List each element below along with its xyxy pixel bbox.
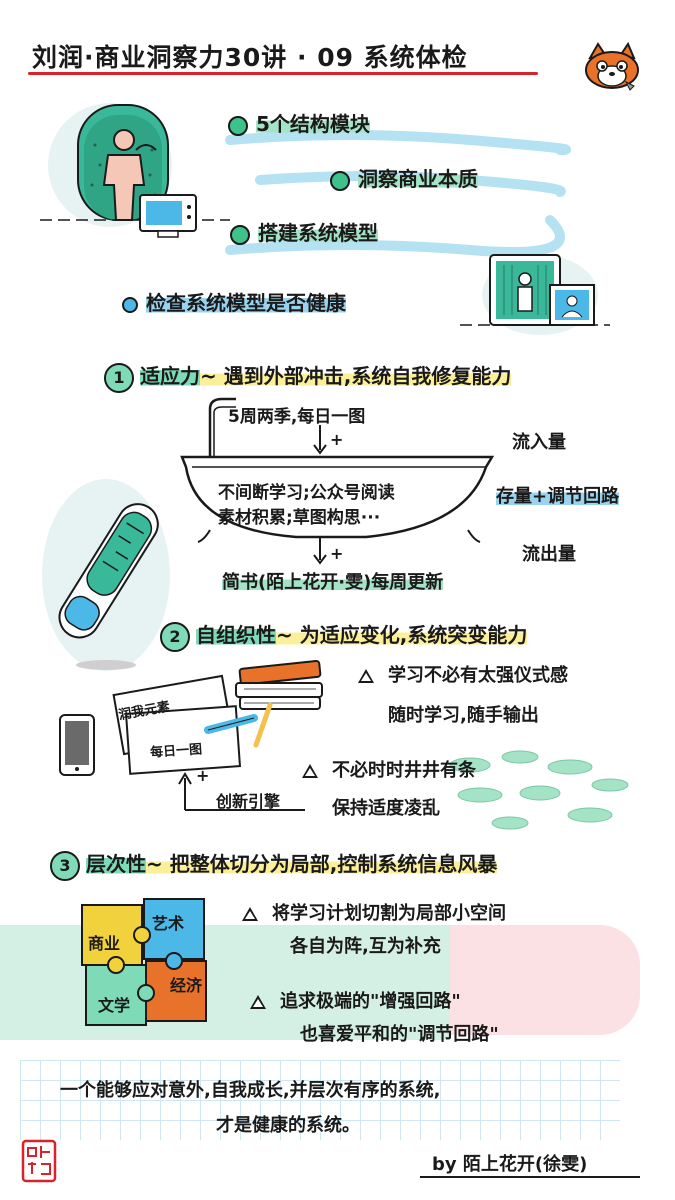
books-cards-illustration xyxy=(59,659,323,776)
intro-item-3: 搭建系统模型 xyxy=(230,217,378,246)
s1-inflow-source: 5周两季,每日一图 xyxy=(228,407,366,427)
triangle-bullet-icon xyxy=(302,764,318,778)
s3-point-1-line2: 各自为阵,互为补充 xyxy=(290,936,441,957)
engine-label: 创新引擎 xyxy=(216,792,281,811)
puzzle-label-business: 商业 xyxy=(88,934,121,953)
s1-plus-in: + xyxy=(330,430,344,449)
puzzle-label-economy: 经济 xyxy=(170,976,203,995)
s3-green-block xyxy=(0,925,450,1040)
s1-stock-label: 存量+调节回路 xyxy=(496,486,620,507)
s2-desc: ~ 为适应变化,系统突变能力 xyxy=(276,623,528,647)
s1-tub-line1: 不间断学习;公众号阅读 xyxy=(218,483,395,503)
body-scanner-illustration xyxy=(40,103,230,238)
puzzle-label-art: 艺术 xyxy=(152,914,185,933)
s2-point-1: 学习不必有太强仪式感 xyxy=(358,661,568,687)
s1-outflow-label: 流出量 xyxy=(522,544,576,565)
triangle-bullet-icon xyxy=(250,995,266,1009)
engine-plus: + xyxy=(196,766,210,785)
byline-underline xyxy=(420,1176,640,1178)
byline: by 陌上花开(徐雯) xyxy=(432,1154,588,1175)
intro-bullet-icon xyxy=(228,115,248,136)
fox-mascot-icon xyxy=(585,41,639,91)
lily-pad-decoration xyxy=(449,750,629,830)
s2-point-2: 不必时时井井有条 xyxy=(302,756,476,782)
check-bullet-icon xyxy=(122,296,138,313)
triangle-bullet-icon xyxy=(358,669,374,683)
card-label-2: 每日一图 xyxy=(149,742,203,761)
intro-item-1: 5个结构模块 xyxy=(228,108,370,137)
s2-heading-row: 2 自组织性~ 为适应变化,系统突变能力 xyxy=(160,619,528,652)
puzzle-label-literature: 文学 xyxy=(98,996,131,1015)
s2-point-1-line2: 随时学习,随手输出 xyxy=(388,705,539,726)
intro-check: 检查系统模型是否健康 xyxy=(122,287,346,316)
summary-line-2: 才是健康的系统。 xyxy=(216,1115,360,1136)
s1-heading-row: 1 适应力~ 遇到外部冲击,系统自我修复能力 xyxy=(104,360,512,393)
monitor-person-illustration xyxy=(460,254,610,335)
s3-number-badge: 3 xyxy=(50,850,80,881)
bathtub-stock-flow-diagram xyxy=(180,397,495,565)
s3-heading: 层次性 xyxy=(86,852,146,876)
s3-point-1: 将学习计划切割为局部小空间 xyxy=(242,899,506,925)
intro-item-2: 洞察商业本质 xyxy=(330,163,478,192)
s1-heading: 适应力 xyxy=(140,364,200,388)
innovation-engine-arrow xyxy=(178,772,305,811)
summary-line-1: 一个能够应对意外,自我成长,并层次有序的系统, xyxy=(60,1080,441,1101)
s2-number-badge: 2 xyxy=(160,621,190,652)
intro-bullet-icon xyxy=(330,170,350,191)
page-title: 刘润·商业洞察力30讲 · 09 系统体检 xyxy=(32,43,468,72)
s1-outflow-dest: 简书(陌上花开·雯)每周更新 xyxy=(222,572,444,593)
s3-point-2-line2: 也喜爱平和的"调节回路" xyxy=(300,1024,499,1045)
s2-heading: 自组织性 xyxy=(196,623,276,647)
s3-point-2: 追求极端的"增强回路" xyxy=(250,987,461,1013)
s1-tub-line2: 素材积累;草图构思··· xyxy=(218,508,381,528)
puzzle-pieces-illustration xyxy=(81,898,207,1026)
s3-heading-row: 3 层次性~ 把整体切分为局部,控制系统信息风暴 xyxy=(50,848,498,881)
s1-plus-out: + xyxy=(330,544,344,563)
s1-inflow-label: 流入量 xyxy=(512,432,566,453)
summary-grid-background xyxy=(20,1060,620,1140)
title-underline xyxy=(28,72,538,75)
intro-bullet-icon xyxy=(230,224,250,245)
red-seal-stamp xyxy=(21,1139,57,1183)
s3-pink-block xyxy=(450,925,640,1035)
marker-pen-illustration xyxy=(42,479,170,671)
s2-point-2-line2: 保持适度凌乱 xyxy=(332,798,440,819)
triangle-bullet-icon xyxy=(242,907,258,921)
s1-number-badge: 1 xyxy=(104,362,134,393)
s3-desc: ~ 把整体切分为局部,控制系统信息风暴 xyxy=(146,852,498,876)
s1-desc: ~ 遇到外部冲击,系统自我修复能力 xyxy=(200,364,512,388)
